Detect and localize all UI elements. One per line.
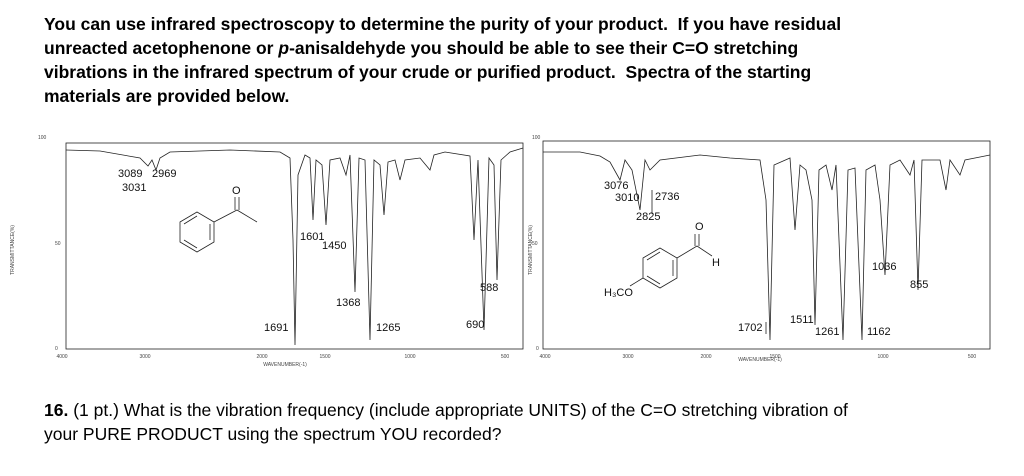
x-tick-label: 500 <box>501 354 510 360</box>
peak-label: 2736 <box>655 191 679 203</box>
question-line: your PURE PRODUCT using the spectrum YOU… <box>44 424 502 444</box>
y-tick-label: 100 <box>38 135 47 141</box>
intro-italic: p <box>278 38 290 58</box>
x-axis-label: WAVENUMBER(-1) <box>738 357 782 363</box>
spectrum-2 <box>542 140 991 350</box>
x-tick-label: 1500 <box>769 354 780 360</box>
trace <box>65 147 524 346</box>
x-tick-label: 2000 <box>700 354 711 360</box>
peak-label: 1261 <box>815 326 839 338</box>
benzene <box>642 247 678 289</box>
y-tick-label: 0 <box>536 346 539 352</box>
y-tick-label: 100 <box>532 135 541 141</box>
peak-label: 1691 <box>264 322 288 334</box>
frame <box>542 140 991 350</box>
question-number: 16. <box>44 400 69 420</box>
y-axis-label: TRANSMITTANCE(%) <box>528 225 534 275</box>
x-tick-label: 3000 <box>622 354 633 360</box>
y-tick-label: 50 <box>532 241 538 247</box>
x-tick-label: 1000 <box>404 354 415 360</box>
x-tick-label: 1000 <box>877 354 888 360</box>
intro-line: You can use infrared spectroscopy to det… <box>44 14 842 34</box>
bonds <box>183 197 258 249</box>
peak-label: 1162 <box>867 326 891 338</box>
peak-label: 1265 <box>376 322 400 334</box>
x-axis-label: WAVENUMBER(-1) <box>263 362 307 368</box>
y-tick-label: 50 <box>55 241 61 247</box>
intro: You can use infrared spectroscopy to det… <box>44 12 841 108</box>
peak-label: 3010 <box>615 192 639 204</box>
spectrum-1 <box>65 142 524 350</box>
peak-label: 1368 <box>336 297 360 309</box>
peak-label: 855 <box>910 279 928 291</box>
question: 16. (1 pt.) What is the vibration freque… <box>44 398 848 446</box>
peak-label: 690 <box>466 319 484 331</box>
trace <box>543 151 991 341</box>
intro-line: vibrations in the infrared spectrum of y… <box>44 62 812 82</box>
atom-label: O <box>232 185 241 197</box>
x-tick-label: 500 <box>968 354 977 360</box>
peak-label: 3089 <box>118 168 142 180</box>
intro-line: unreacted acetophenone or <box>44 38 279 58</box>
peak-label: 3076 <box>604 180 628 192</box>
y-tick-label: 0 <box>55 346 58 352</box>
x-tick-label: 2000 <box>256 354 267 360</box>
peak-label: 3031 <box>122 182 146 194</box>
peak-label: 1450 <box>322 240 346 252</box>
atom-label: H <box>712 257 720 269</box>
peak-label: 1601 <box>300 231 324 243</box>
peak-label: 1511 <box>790 314 814 326</box>
peak-ticks <box>651 190 767 334</box>
x-tick-label: 4000 <box>56 354 67 360</box>
frame <box>65 142 524 350</box>
intro-line: -anisaldehyde you should be able to see … <box>289 38 799 58</box>
atom-label: O <box>695 221 704 233</box>
bonds <box>629 234 713 287</box>
atom-label: H₃CO <box>604 287 633 299</box>
question-line: (1 pt.) What is the vibration frequency … <box>68 400 848 420</box>
peak-label: 1702 <box>738 322 762 334</box>
peak-label: 1036 <box>872 261 896 273</box>
x-tick-label: 1500 <box>319 354 330 360</box>
peak-label: 2969 <box>152 168 176 180</box>
intro-line: materials are provided below. <box>44 86 290 106</box>
peak-label: 588 <box>480 282 498 294</box>
peak-label: 2825 <box>636 211 660 223</box>
benzene <box>179 211 215 253</box>
y-axis-label: TRANSMITTANCE(%) <box>10 225 16 275</box>
x-tick-label: 4000 <box>539 354 550 360</box>
x-tick-label: 3000 <box>139 354 150 360</box>
